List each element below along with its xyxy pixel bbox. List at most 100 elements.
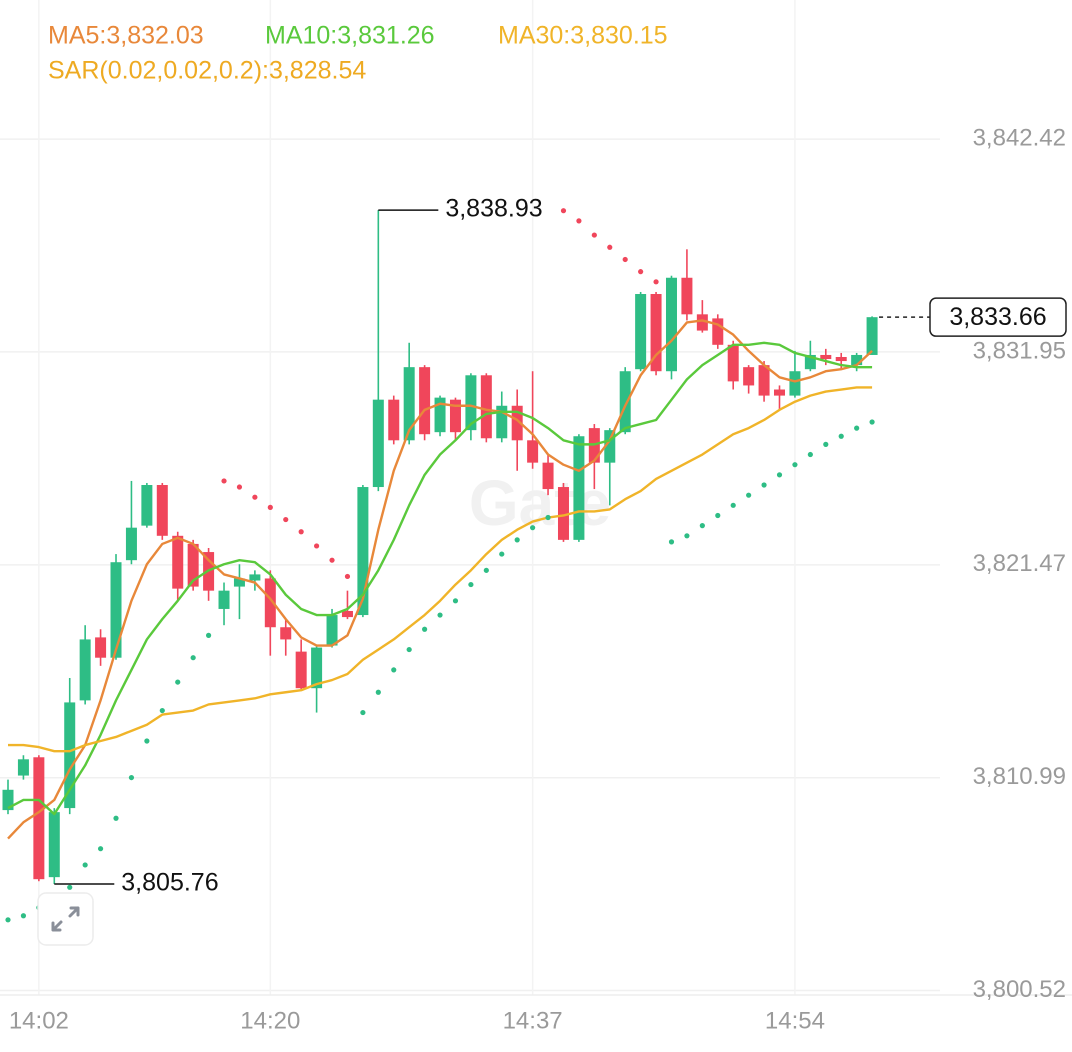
sar-dot <box>175 679 181 685</box>
x-tick-label: 14:20 <box>240 1007 300 1034</box>
candle-body <box>264 578 276 628</box>
ma-line <box>7 319 873 840</box>
sar-dot <box>144 738 150 744</box>
sar-dot <box>20 913 27 919</box>
annotation-label: 3,838.93 <box>445 195 542 223</box>
sar-dot <box>838 433 844 439</box>
candle-body <box>295 651 307 689</box>
candle-body <box>542 462 554 490</box>
candle-body <box>635 294 647 370</box>
candle-body <box>774 389 785 396</box>
candle-body <box>496 405 508 439</box>
expand-icon[interactable] <box>51 906 80 932</box>
sar-dot <box>5 917 11 923</box>
sar-dot <box>668 539 675 545</box>
sar-dot <box>530 525 536 531</box>
candle-body <box>650 294 662 372</box>
candle-body <box>372 399 384 488</box>
sar-dot <box>499 551 505 557</box>
sar-dot <box>483 567 489 573</box>
sar-dot <box>746 492 752 498</box>
sar-dot <box>67 884 73 890</box>
candle-body <box>388 399 400 441</box>
candle-body <box>95 637 107 658</box>
candle-body <box>403 367 415 441</box>
sar-dot <box>437 612 443 618</box>
expand-button-frame[interactable] <box>37 892 94 946</box>
sar-dot <box>360 709 366 716</box>
candle-body <box>804 354 816 370</box>
sar-dot <box>283 516 289 523</box>
candle-body <box>125 527 137 561</box>
candle-body <box>604 430 616 463</box>
candle-body <box>110 562 122 658</box>
candle-body <box>681 277 693 315</box>
candle-body <box>311 647 323 689</box>
sar-dot <box>236 484 243 490</box>
sar-dot <box>422 626 428 632</box>
last-price-label: 3,833.66 <box>949 303 1046 331</box>
candle-body <box>665 277 677 372</box>
sar-dot <box>205 632 212 638</box>
sar-dot <box>792 462 798 468</box>
x-tick-label: 14:54 <box>765 1007 825 1034</box>
candle-body <box>820 354 832 360</box>
candle-body <box>573 436 585 540</box>
candle-body <box>619 371 631 433</box>
sar-dot <box>823 441 829 447</box>
candle-body <box>789 371 801 396</box>
sar-dot <box>113 815 119 821</box>
y-tick-label: 3,842.42 <box>973 125 1066 152</box>
sar-dot <box>591 232 597 238</box>
sar-dot <box>452 598 459 604</box>
candle-body <box>218 590 230 609</box>
candle-body <box>172 535 184 589</box>
candle-body <box>511 405 523 441</box>
x-tick-label: 14:37 <box>503 1007 563 1034</box>
candle-body <box>341 610 353 618</box>
candle-body <box>48 812 60 878</box>
candle-body <box>187 543 199 587</box>
sar-dot <box>82 862 88 868</box>
candle-body <box>280 627 292 640</box>
candle-body <box>33 757 45 880</box>
plot: 3,838.93 3,805.76 3,833.66 <box>2 195 1067 923</box>
legend-entry: MA30:3,830.15 <box>498 22 668 50</box>
candle-body <box>712 318 724 345</box>
sar-dot <box>653 279 659 285</box>
sar-dot <box>854 425 860 431</box>
sar-dot <box>560 208 567 214</box>
candle-body <box>743 367 755 386</box>
sar-dot <box>97 846 104 852</box>
sar-dot <box>252 494 258 500</box>
candle-body <box>835 356 847 362</box>
sar-dot <box>329 557 335 563</box>
y-tick-label: 3,800.52 <box>973 976 1066 1003</box>
expand-button[interactable] <box>37 892 94 946</box>
sar-dot <box>761 482 767 488</box>
last-price-box <box>929 297 1067 337</box>
sar-dot <box>684 533 690 539</box>
sar-dot <box>406 646 412 653</box>
candle-body <box>527 440 539 463</box>
legend: MA5:3,832.03 MA10:3,831.26 MA30:3,830.15 SA… <box>48 22 668 85</box>
sar-dot <box>776 472 783 478</box>
sar-dot <box>375 689 381 695</box>
candle-body <box>465 375 477 431</box>
y-tick-label: 3,810.99 <box>973 763 1066 790</box>
sar-dot <box>344 573 351 580</box>
sar-dot <box>607 244 613 250</box>
sar-dot <box>730 502 736 508</box>
y-tick-label: 3,821.47 <box>973 550 1066 577</box>
candle-body <box>851 354 863 366</box>
sar-dot <box>298 529 304 535</box>
candle-body <box>249 574 261 581</box>
sar-dot <box>159 707 165 714</box>
candle-body <box>434 397 446 433</box>
candle-body <box>233 578 245 587</box>
legend-entry: SAR(0.02,0.02,0.2):3,828.54 <box>48 57 366 85</box>
sar-dot <box>391 667 397 673</box>
sar-dot <box>576 218 582 224</box>
